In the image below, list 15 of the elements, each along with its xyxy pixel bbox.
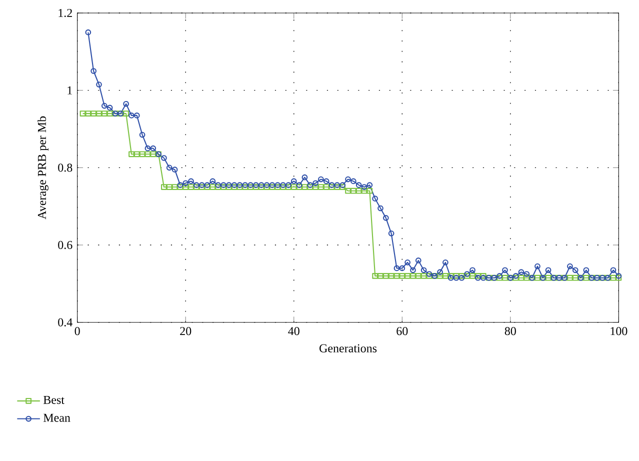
x-tick-label: 80 bbox=[504, 327, 516, 336]
legend-label: Mean bbox=[43, 414, 70, 422]
y-axis-title: Average PRB per Mb bbox=[38, 116, 48, 220]
y-tick-label: 1 bbox=[68, 86, 72, 94]
x-axis-title: Generations bbox=[320, 344, 377, 352]
y-tick-label: 0.6 bbox=[58, 240, 72, 250]
x-tick-label: 0 bbox=[74, 327, 80, 336]
x-tick-label: 40 bbox=[288, 327, 300, 336]
x-tick-label: 60 bbox=[396, 327, 408, 336]
y-tick-label: 0.4 bbox=[58, 318, 72, 326]
legend-label: Best bbox=[43, 396, 64, 404]
y-tick-label: 0.8 bbox=[58, 164, 72, 172]
y-tick-label: 1.2 bbox=[58, 8, 72, 18]
x-tick-label: 100 bbox=[610, 327, 628, 336]
x-tick-label: 20 bbox=[180, 327, 192, 336]
